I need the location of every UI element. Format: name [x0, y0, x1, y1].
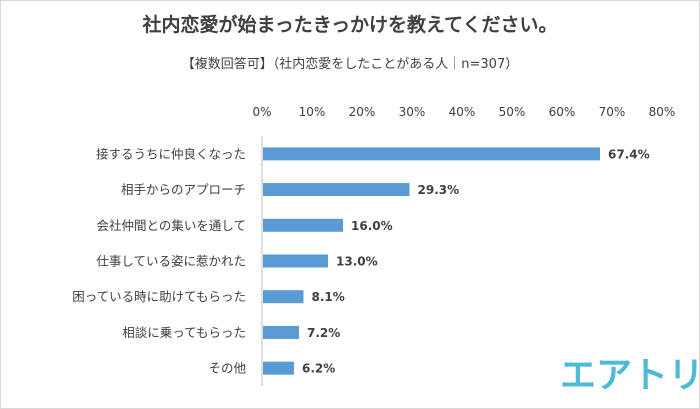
bar [263, 147, 600, 161]
x-tick-label: 60% [549, 105, 576, 119]
bar [263, 325, 299, 339]
x-tick-label: 80% [649, 105, 676, 119]
data-label: 7.2% [307, 326, 340, 340]
airtrip-logo: エアトリ [560, 355, 700, 396]
category-label: 接するうちに仲良くなった [96, 146, 246, 161]
bar [263, 218, 343, 232]
x-tick-label: 0% [252, 105, 271, 119]
data-labels: 67.4% 29.3% 16.0% 13.0% 8.1% 7.2% 6.2% [302, 147, 650, 375]
data-label: 13.0% [336, 255, 378, 269]
bar [263, 254, 328, 268]
bar [263, 183, 410, 197]
category-label: その他 [208, 361, 246, 376]
bar [263, 361, 294, 375]
data-label: 16.0% [351, 219, 393, 233]
x-tick-label: 20% [349, 105, 376, 119]
x-tick-label: 30% [399, 105, 426, 119]
x-tick-label: 40% [449, 105, 476, 119]
category-label: 相手からのアプローチ [121, 182, 246, 197]
x-axis-ticks: 0% 10% 20% 30% 40% 50% 60% 70% 80% [252, 105, 675, 119]
chart-subtitle: 【複数回答可】（社内恋愛をしたことがある人｜n=307） [181, 57, 519, 72]
category-labels: 接するうちに仲良くなった相手からのアプローチ会社仲間との集いを通して仕事している… [72, 146, 246, 375]
x-tick-label: 70% [599, 105, 626, 119]
x-tick-label: 10% [299, 105, 326, 119]
bars [263, 147, 600, 375]
data-label: 6.2% [302, 362, 335, 376]
data-label: 67.4% [608, 147, 650, 161]
chart-title: 社内恋愛が始まったきっかけを教えてください。 [142, 14, 558, 36]
x-tick-label: 50% [499, 105, 526, 119]
category-label: 会社仲間との集いを通して [96, 218, 246, 233]
data-label: 29.3% [418, 183, 460, 197]
bar [263, 290, 304, 304]
category-label: 困っている時に助けてもらった [72, 289, 246, 304]
category-label: 相談に乗ってもらった [122, 325, 246, 340]
data-label: 8.1% [312, 290, 345, 304]
category-label: 仕事している姿に惹かれた [96, 254, 246, 269]
